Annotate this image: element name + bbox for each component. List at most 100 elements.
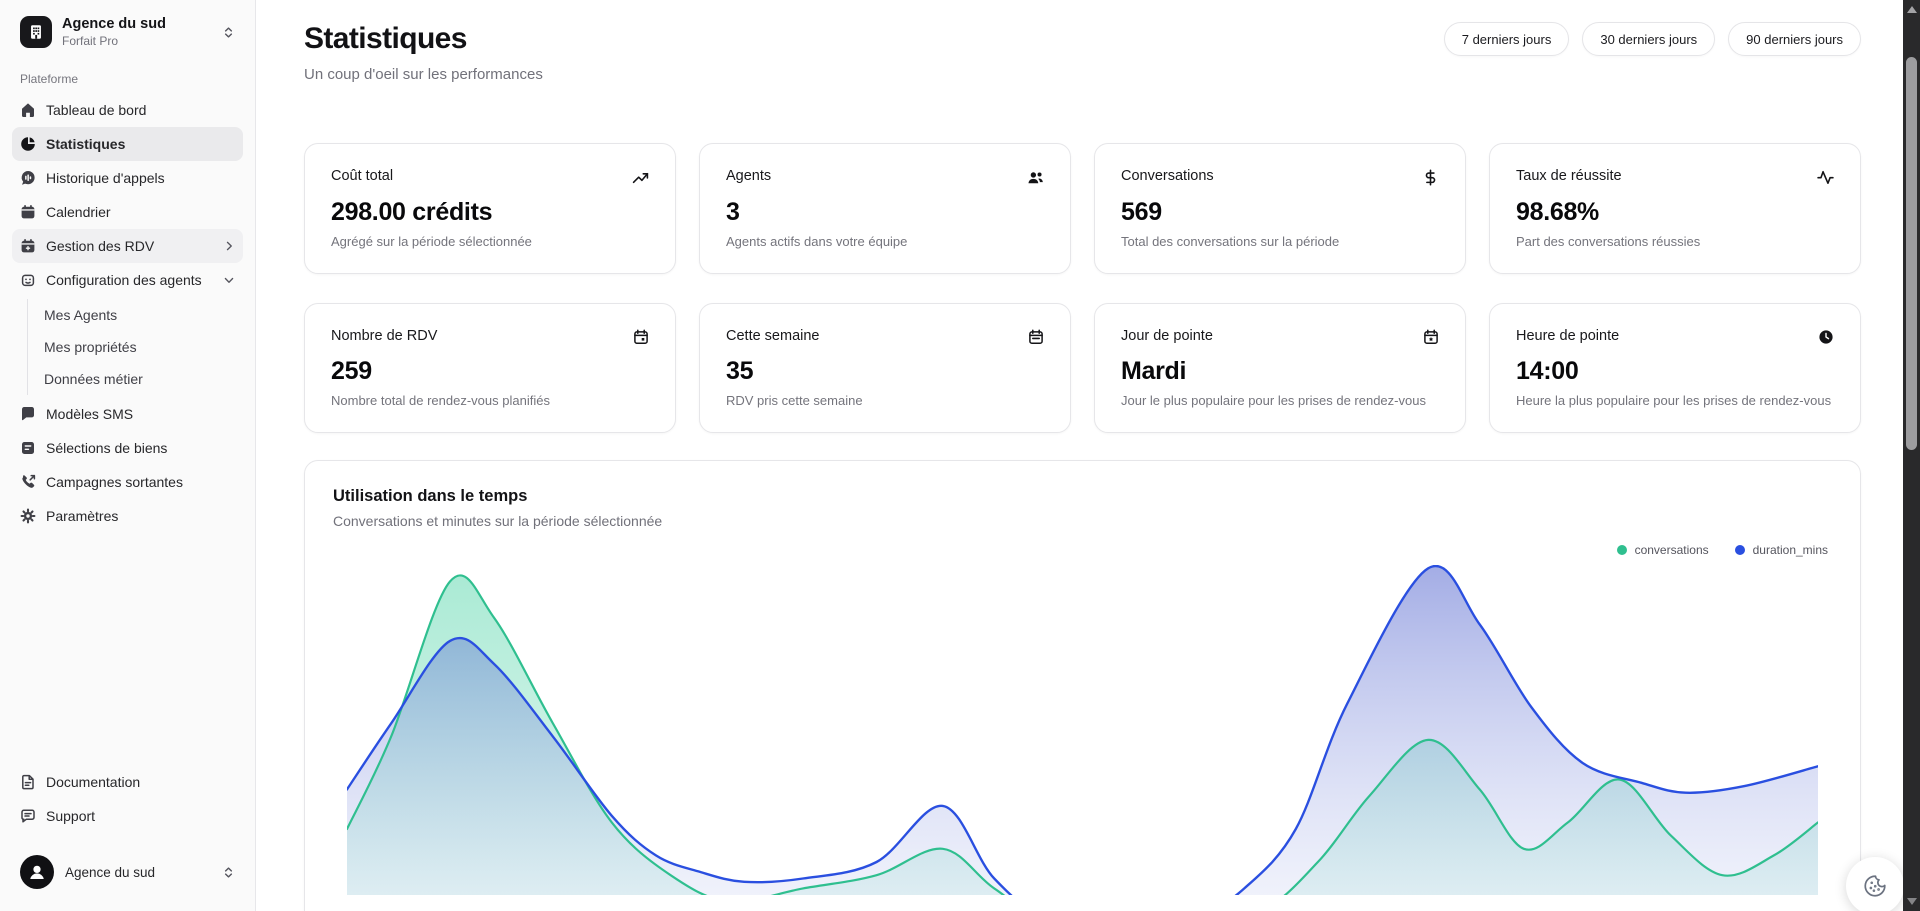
stat-card-value: 14:00	[1516, 357, 1579, 385]
calendar-plus-icon	[20, 238, 36, 254]
sidebar: Agence du sud Forfait Pro Plateforme Tab…	[0, 0, 256, 911]
page-header: Statistiques Un coup d'oeil sur les perf…	[304, 22, 1861, 83]
period-30-days-button[interactable]: 30 derniers jours	[1582, 22, 1716, 56]
sidebar-item-label: Configuration des agents	[46, 272, 202, 289]
sidebar-item-label: Données métier	[44, 371, 143, 388]
pie-chart-icon	[20, 136, 36, 152]
sidebar-item-label: Paramètres	[46, 508, 119, 525]
sidebar-subitem-mes-agents[interactable]: Mes Agents	[28, 299, 243, 331]
period-90-days-button[interactable]: 90 derniers jours	[1728, 22, 1861, 56]
sidebar-subitem-donnees-metier[interactable]: Données métier	[28, 363, 243, 395]
period-filter: 7 derniers jours 30 derniers jours 90 de…	[1443, 22, 1861, 56]
calendar-star-icon	[1423, 329, 1439, 345]
legend-item-conversations[interactable]: conversations	[1616, 543, 1709, 557]
user-menu[interactable]: Agence du sud	[12, 847, 243, 897]
stat-card-desc: Jour le plus populaire pour les prises d…	[1121, 393, 1426, 408]
message-icon	[20, 406, 36, 422]
stat-card-value: 98.68%	[1516, 198, 1599, 226]
sidebar-item-label: Statistiques	[46, 136, 126, 153]
stat-card-title: Jour de pointe	[1121, 328, 1213, 344]
sidebar-item-label: Modèles SMS	[46, 406, 134, 423]
stat-card-cette-semaine: Cette semaine 35 RDV pris cette semaine	[699, 303, 1071, 433]
stat-card-desc: Agrégé sur la période sélectionnée	[331, 234, 532, 249]
sidebar-item-documentation[interactable]: Documentation	[12, 765, 243, 799]
stat-card-agents: Agents 3 Agents actifs dans votre équipe	[699, 143, 1071, 274]
sidebar-item-label: Sélections de biens	[46, 440, 168, 457]
sidebar-item-label: Gestion des RDV	[46, 238, 155, 255]
duration-mins-area	[347, 566, 1818, 895]
calendar-icon	[20, 204, 36, 220]
sidebar-item-sms-templates[interactable]: Modèles SMS	[12, 397, 243, 431]
cookie-settings-button[interactable]	[1846, 857, 1904, 911]
page-subtitle: Un coup d'oeil sur les performances	[304, 66, 543, 83]
document-icon	[20, 774, 36, 790]
legend-label: conversations	[1634, 543, 1709, 557]
home-icon	[20, 102, 36, 118]
stat-card-title: Taux de réussite	[1516, 168, 1622, 184]
scrollbar-down-arrow[interactable]	[1906, 898, 1917, 905]
stat-card-title: Cette semaine	[726, 328, 820, 344]
chevron-right-icon	[223, 240, 235, 252]
stat-card-jour-pointe: Jour de pointe Mardi Jour le plus popula…	[1094, 303, 1466, 433]
stat-card-value: Mardi	[1121, 357, 1187, 385]
stat-card-title: Conversations	[1121, 168, 1214, 184]
voice-bubble-icon	[20, 170, 36, 186]
sidebar-item-stats[interactable]: Statistiques	[12, 127, 243, 162]
legend-label: duration_mins	[1752, 543, 1828, 557]
chevron-down-icon	[223, 274, 235, 286]
stat-card-desc: Nombre total de rendez-vous planifiés	[331, 393, 550, 408]
stat-card-value: 259	[331, 357, 372, 385]
user-name: Agence du sud	[65, 864, 156, 880]
sidebar-item-call-history[interactable]: Historique d'appels	[12, 161, 243, 195]
gear-icon	[20, 508, 36, 524]
usage-chart	[347, 565, 1818, 895]
sidebar-item-agents-config[interactable]: Configuration des agents	[12, 263, 243, 297]
team-switcher[interactable]: Agence du sud Forfait Pro	[12, 10, 243, 54]
sidebar-item-calendar[interactable]: Calendrier	[12, 195, 243, 229]
chart-title: Utilisation dans le temps	[333, 487, 528, 505]
list-card-icon	[20, 440, 36, 456]
chevrons-updown-icon	[222, 866, 235, 879]
dollar-icon	[1422, 169, 1439, 186]
chart-subtitle: Conversations et minutes sur la période …	[333, 513, 663, 529]
calendar-icon	[1028, 329, 1044, 345]
legend-dot-duration-mins	[1734, 545, 1745, 555]
cookie-icon	[1862, 873, 1888, 899]
stat-card-title: Nombre de RDV	[331, 328, 438, 344]
page-title: Statistiques	[304, 22, 467, 55]
sidebar-item-label: Campagnes sortantes	[46, 474, 183, 491]
sidebar-item-rdv[interactable]: Gestion des RDV	[12, 229, 243, 264]
scrollbar[interactable]	[1903, 0, 1920, 911]
sidebar-item-label: Mes Agents	[44, 307, 118, 324]
stat-card-desc: Agents actifs dans votre équipe	[726, 234, 908, 249]
sidebar-item-settings[interactable]: Paramètres	[12, 499, 243, 533]
scrollbar-thumb[interactable]	[1906, 57, 1917, 450]
stat-card-nombre-rdv: Nombre de RDV 259 Nombre total de rendez…	[304, 303, 676, 433]
stat-card-desc: RDV pris cette semaine	[726, 393, 863, 408]
stat-card-value: 298.00 crédits	[331, 198, 493, 226]
sidebar-item-outbound-campaigns[interactable]: Campagnes sortantes	[12, 465, 243, 499]
chart-legend: conversations duration_mins	[333, 543, 1828, 557]
stat-card-desc: Part des conversations réussies	[1516, 234, 1701, 249]
stat-card-title: Coût total	[331, 168, 394, 184]
legend-item-duration-mins[interactable]: duration_mins	[1734, 543, 1828, 557]
sidebar-subitem-mes-proprietes[interactable]: Mes propriétés	[28, 331, 243, 363]
trending-up-icon	[632, 169, 649, 186]
stat-card-cout-total: Coût total 298.00 crédits Agrégé sur la …	[304, 143, 676, 274]
sidebar-item-property-selections[interactable]: Sélections de biens	[12, 431, 243, 465]
sidebar-item-support[interactable]: Support	[12, 799, 243, 833]
sidebar-item-label: Calendrier	[46, 204, 111, 221]
stat-card-value: 35	[726, 357, 754, 385]
stat-card-heure-pointe: Heure de pointe 14:00 Heure la plus popu…	[1489, 303, 1861, 433]
legend-dot-conversations	[1616, 545, 1627, 555]
stat-card-desc: Total des conversations sur la période	[1121, 234, 1340, 249]
period-7-days-button[interactable]: 7 derniers jours	[1443, 22, 1570, 56]
scrollbar-up-arrow[interactable]	[1906, 6, 1917, 13]
clock-icon	[1818, 329, 1834, 345]
phone-outgoing-icon	[20, 474, 36, 490]
stats-row-2: Nombre de RDV 259 Nombre total de rendez…	[304, 303, 1861, 433]
stat-card-title: Heure de pointe	[1516, 328, 1620, 344]
chevrons-updown-icon	[222, 26, 235, 39]
sidebar-item-dashboard[interactable]: Tableau de bord	[12, 93, 243, 127]
sidebar-item-label: Mes propriétés	[44, 339, 137, 356]
